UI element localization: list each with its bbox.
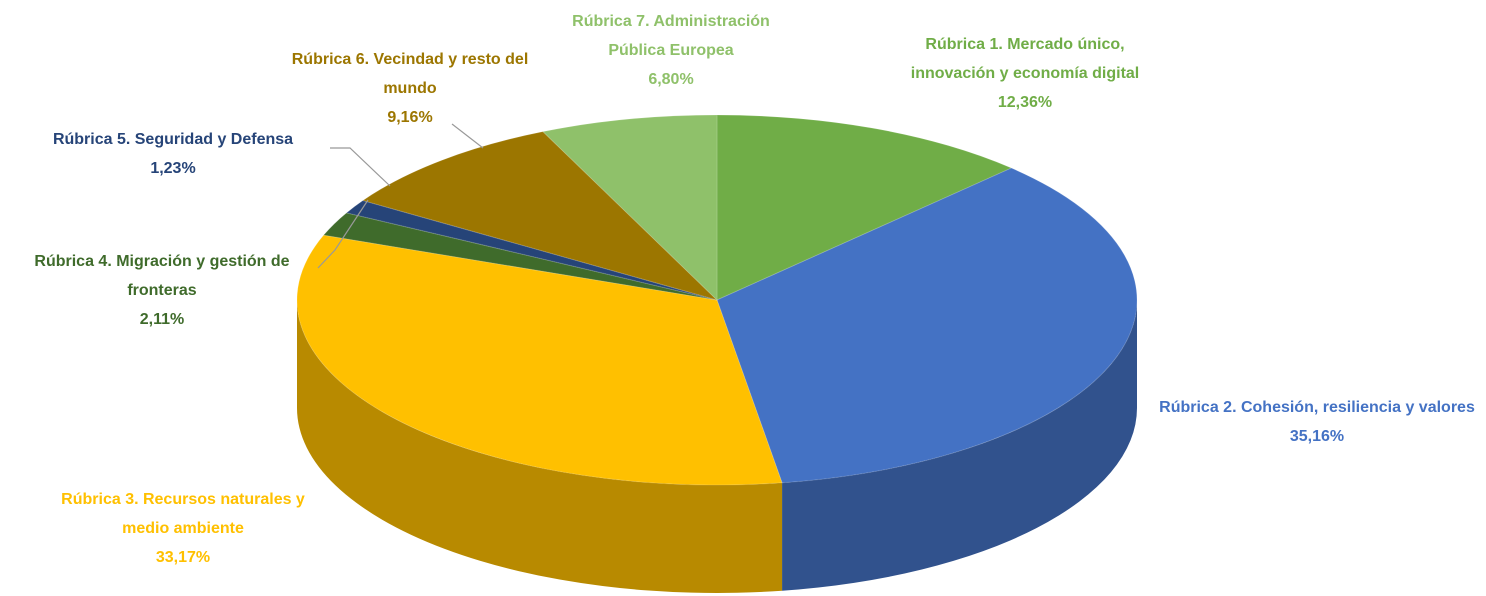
slice [361,131,718,301]
data-label: Rúbrica 7. Administración Pública Europe… [551,7,791,94]
tops [296,114,1138,486]
slice-top [716,167,1138,484]
leader-line [451,123,484,149]
data-label: Rúbrica 5. Seguridad y Defensa 1,23% [23,125,323,183]
slice [716,167,1138,484]
category-name: Rúbrica 4. Migración y gestión de fronte… [34,253,290,299]
data-label: Rúbrica 3. Recursos naturales y medio am… [36,485,331,572]
slice-top [361,131,718,301]
category-name: Rúbrica 1. Mercado único, innovación y e… [910,36,1140,82]
leader-line [330,147,391,187]
slice-top [322,212,718,301]
slice-top [716,114,1013,301]
value-label: 12,36% [997,94,1053,111]
category-name: Rúbrica 2. Cohesión, resiliencia y valor… [1159,399,1475,416]
slice [716,114,1013,301]
slice [541,114,718,302]
category-name: Rúbrica 5. Seguridad y Defensa [52,131,294,148]
category-name: Rúbrica 3. Recursos naturales y medio am… [61,491,305,537]
value-label: 2,11% [139,311,185,328]
slice-side [297,300,783,594]
data-label: Rúbrica 1. Mercado único, innovación y e… [890,30,1160,117]
data-label: Rúbrica 6. Vecindad y resto del mundo 9,1… [265,45,555,132]
value-label: 33,17% [155,549,211,566]
data-label: Rúbrica 2. Cohesión, resiliencia y valor… [1157,393,1477,451]
slice-top [541,114,718,302]
slice [322,212,718,301]
data-label: Rúbrica 4. Migración y gestión de fronte… [20,247,305,334]
sides [297,300,1137,594]
value-label: 35,16% [1289,428,1345,445]
slice-top [345,199,718,301]
leader-line [317,199,369,269]
slice-top [296,234,783,486]
category-name: Rúbrica 7. Administración Pública Europe… [572,13,770,59]
category-name: Rúbrica 6. Vecindad y resto del mundo [291,51,529,97]
slice [345,199,718,301]
value-label: 6,80% [648,71,694,88]
slice [296,234,783,486]
value-label: 9,16% [387,109,433,126]
value-label: 1,23% [150,160,196,177]
slice-side [782,300,1137,591]
